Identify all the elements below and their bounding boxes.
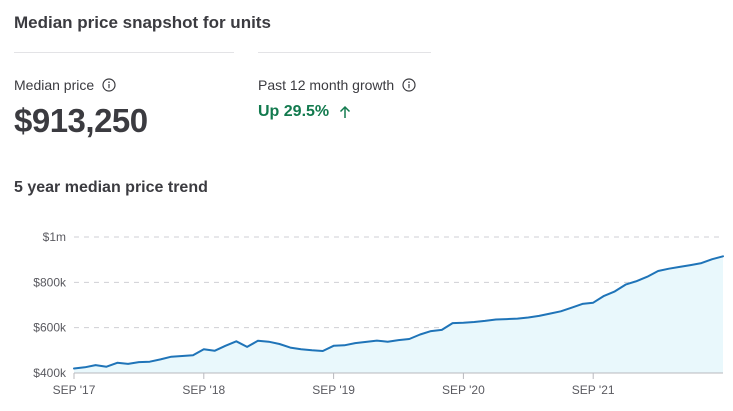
y-tick-label-0: $400k xyxy=(33,366,67,380)
chart-area-fill xyxy=(74,256,723,373)
x-tick-label-3: SEP '20 xyxy=(442,383,485,397)
chart-series-line xyxy=(73,255,724,370)
x-tick-label-4: SEP '21 xyxy=(572,383,615,397)
arrow-up-icon xyxy=(339,105,351,119)
snapshot-title: Median price snapshot for units xyxy=(14,13,271,32)
x-tick-label-2: SEP '19 xyxy=(312,383,355,397)
x-tick-label-0: SEP '17 xyxy=(53,383,96,397)
growth-label: Past 12 month growth xyxy=(258,77,395,93)
x-tick-label-1: SEP '18 xyxy=(182,383,225,397)
median-price-label-row: Median price xyxy=(14,77,116,93)
y-tick-label-1: $600k xyxy=(33,321,67,335)
growth-info-icon[interactable] xyxy=(402,78,416,92)
x-axis-ticks: SEP '17 SEP '18 SEP '19 SEP '20 SEP '21 xyxy=(53,372,723,397)
y-axis-ticks: $400k $600k $800k $1m xyxy=(33,230,67,380)
growth-value-row: Up 29.5% xyxy=(258,103,351,121)
price-trend-chart: $400k $600k $800k $1m SEP '17 SEP '18 SEP '19… xyxy=(33,230,724,397)
trend-title: 5 year median price trend xyxy=(14,179,208,196)
y-tick-label-3: $1m xyxy=(43,230,66,244)
median-price-value: $913,250 xyxy=(14,102,148,139)
median-price-info-icon[interactable] xyxy=(102,78,116,92)
divider-right xyxy=(258,52,431,53)
median-price-label: Median price xyxy=(14,77,95,93)
growth-value: Up 29.5% xyxy=(258,103,330,120)
growth-label-row: Past 12 month growth xyxy=(258,77,416,93)
divider-left xyxy=(14,52,234,53)
y-tick-label-2: $800k xyxy=(33,275,67,289)
